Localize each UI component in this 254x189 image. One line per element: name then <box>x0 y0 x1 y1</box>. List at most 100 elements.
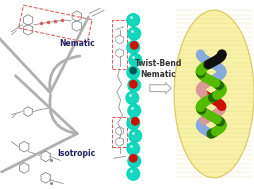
Circle shape <box>217 104 225 112</box>
Circle shape <box>130 42 137 49</box>
Circle shape <box>196 69 204 77</box>
Circle shape <box>214 90 223 98</box>
Circle shape <box>208 95 216 103</box>
Circle shape <box>205 60 213 68</box>
Circle shape <box>197 88 204 96</box>
Circle shape <box>217 51 225 59</box>
Circle shape <box>196 50 203 58</box>
Circle shape <box>205 95 213 103</box>
Circle shape <box>203 57 211 65</box>
Circle shape <box>198 72 206 80</box>
Circle shape <box>217 103 225 110</box>
Circle shape <box>208 76 216 84</box>
Circle shape <box>209 78 217 86</box>
Circle shape <box>128 27 140 40</box>
Circle shape <box>196 102 204 110</box>
Circle shape <box>199 81 207 89</box>
Circle shape <box>197 70 205 78</box>
Circle shape <box>208 112 216 119</box>
Circle shape <box>212 74 220 81</box>
Circle shape <box>196 68 204 76</box>
Circle shape <box>201 91 209 99</box>
Circle shape <box>196 121 203 129</box>
Circle shape <box>216 123 225 131</box>
Circle shape <box>216 106 224 114</box>
Circle shape <box>212 98 220 106</box>
Circle shape <box>196 84 204 92</box>
Circle shape <box>217 68 225 76</box>
Circle shape <box>128 54 141 66</box>
Circle shape <box>202 79 210 87</box>
Circle shape <box>202 57 210 64</box>
Circle shape <box>216 52 224 61</box>
Circle shape <box>126 117 139 129</box>
Circle shape <box>217 69 225 77</box>
Circle shape <box>128 79 140 92</box>
Circle shape <box>213 81 221 89</box>
Circle shape <box>216 123 224 132</box>
Circle shape <box>196 86 203 94</box>
Circle shape <box>200 73 209 82</box>
Circle shape <box>216 119 224 127</box>
Circle shape <box>196 105 204 113</box>
Circle shape <box>213 126 221 134</box>
Circle shape <box>125 92 138 104</box>
Circle shape <box>126 142 139 155</box>
Circle shape <box>200 62 209 70</box>
Circle shape <box>213 90 221 98</box>
Circle shape <box>198 118 205 126</box>
Circle shape <box>217 85 225 93</box>
Circle shape <box>128 104 140 117</box>
Circle shape <box>196 120 204 127</box>
Circle shape <box>213 99 221 106</box>
Circle shape <box>215 89 224 97</box>
Circle shape <box>215 64 222 72</box>
Circle shape <box>198 89 205 97</box>
Circle shape <box>196 104 204 112</box>
Circle shape <box>131 118 138 125</box>
Circle shape <box>199 91 207 98</box>
Circle shape <box>210 75 217 83</box>
Circle shape <box>217 86 225 94</box>
Circle shape <box>202 74 210 82</box>
Circle shape <box>196 123 204 131</box>
Circle shape <box>205 94 213 101</box>
Circle shape <box>199 126 207 134</box>
Circle shape <box>205 76 213 84</box>
Circle shape <box>216 88 224 96</box>
Circle shape <box>202 128 210 135</box>
Circle shape <box>198 53 205 61</box>
Circle shape <box>129 155 136 162</box>
Circle shape <box>197 101 205 109</box>
Circle shape <box>217 105 225 113</box>
Circle shape <box>209 93 217 101</box>
Circle shape <box>217 85 225 94</box>
Circle shape <box>203 96 211 104</box>
Circle shape <box>217 66 225 74</box>
Circle shape <box>202 92 210 100</box>
Circle shape <box>212 56 220 64</box>
Circle shape <box>212 62 220 70</box>
Circle shape <box>211 110 219 118</box>
Circle shape <box>129 81 136 88</box>
Circle shape <box>205 129 213 137</box>
Circle shape <box>216 66 224 73</box>
Circle shape <box>197 124 204 131</box>
Circle shape <box>213 73 221 81</box>
Circle shape <box>198 82 205 90</box>
Circle shape <box>128 155 140 167</box>
Circle shape <box>207 94 214 102</box>
Circle shape <box>201 127 209 135</box>
Circle shape <box>202 97 210 105</box>
Circle shape <box>206 94 214 103</box>
Circle shape <box>126 66 139 79</box>
Circle shape <box>203 78 211 86</box>
Circle shape <box>217 102 225 110</box>
Circle shape <box>211 61 219 69</box>
Circle shape <box>211 79 219 87</box>
Circle shape <box>215 53 224 61</box>
Circle shape <box>196 66 204 74</box>
Circle shape <box>196 67 204 75</box>
Circle shape <box>216 84 225 92</box>
Circle shape <box>216 83 224 91</box>
